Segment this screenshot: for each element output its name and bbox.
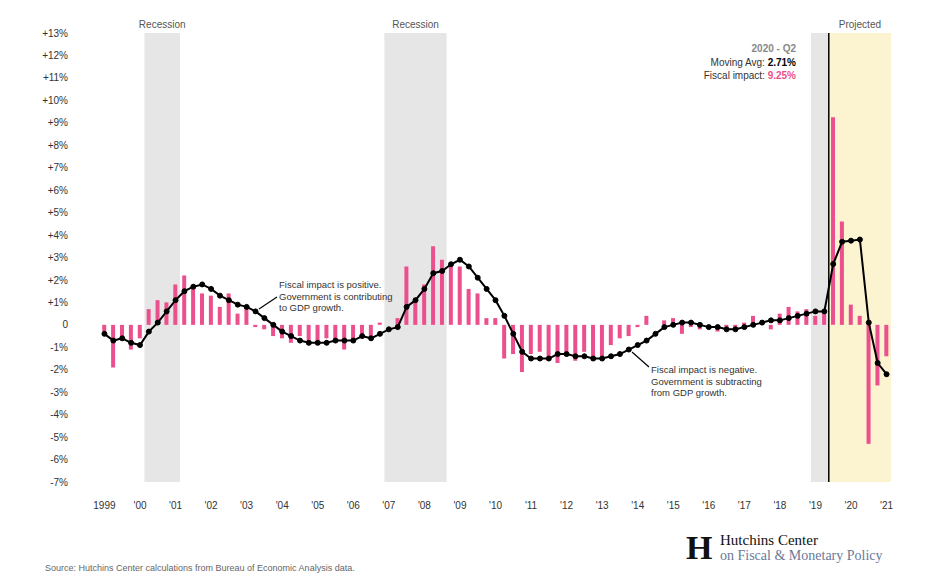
svg-text:'21: '21 xyxy=(880,500,893,511)
svg-text:'20: '20 xyxy=(844,500,857,511)
svg-text:'08: '08 xyxy=(418,500,431,511)
html-text:Fiscal impact: 9.25%: Fiscal impact: 9.25% xyxy=(703,70,796,81)
svg-text:-7%: -7% xyxy=(50,477,68,488)
html-text:from GDP growth.: from GDP growth. xyxy=(651,387,727,398)
svg-text:+8%: +8% xyxy=(48,140,68,151)
svg-text:-3%: -3% xyxy=(50,387,68,398)
svg-text:'12: '12 xyxy=(560,500,573,511)
svg-text:'06: '06 xyxy=(347,500,360,511)
svg-text:Projected: Projected xyxy=(839,19,881,30)
svg-text:+4%: +4% xyxy=(48,230,68,241)
html-text:Hutchins Center: Hutchins Center xyxy=(720,532,818,548)
svg-text:'14: '14 xyxy=(631,500,644,511)
svg-text:'19: '19 xyxy=(809,500,822,511)
svg-text:+2%: +2% xyxy=(48,275,68,286)
html-text:H: H xyxy=(686,529,713,566)
svg-text:+12%: +12% xyxy=(42,50,68,61)
html-text:Fiscal impact is negative.: Fiscal impact is negative. xyxy=(651,364,758,375)
svg-text:'05: '05 xyxy=(311,500,324,511)
svg-text:+7%: +7% xyxy=(48,162,68,173)
svg-text:'16: '16 xyxy=(702,500,715,511)
svg-text:'11: '11 xyxy=(525,500,538,511)
svg-text:'04: '04 xyxy=(276,500,289,511)
svg-text:-5%: -5% xyxy=(50,432,68,443)
svg-text:'02: '02 xyxy=(205,500,218,511)
html-text:Source: Hutchins Center calcul: Source: Hutchins Center calculations fro… xyxy=(45,563,355,573)
svg-text:-4%: -4% xyxy=(50,409,68,420)
html-text:to GDP growth.: to GDP growth. xyxy=(279,302,344,313)
svg-text:0: 0 xyxy=(62,319,68,330)
svg-text:'03: '03 xyxy=(240,500,253,511)
svg-text:-2%: -2% xyxy=(50,364,68,375)
svg-text:'17: '17 xyxy=(738,500,751,511)
html-text:Moving Avg: 2.71%: Moving Avg: 2.71% xyxy=(710,56,796,68)
svg-text:+5%: +5% xyxy=(48,207,68,218)
svg-text:'07: '07 xyxy=(382,500,395,511)
svg-text:+1%: +1% xyxy=(48,297,68,308)
svg-text:'00: '00 xyxy=(133,500,146,511)
svg-text:'10: '10 xyxy=(489,500,502,511)
svg-text:Recession: Recession xyxy=(139,19,186,30)
svg-text:+3%: +3% xyxy=(48,252,68,263)
svg-text:'01: '01 xyxy=(169,500,182,511)
svg-text:'13: '13 xyxy=(596,500,609,511)
svg-text:+6%: +6% xyxy=(48,185,68,196)
svg-text:'18: '18 xyxy=(773,500,786,511)
svg-text:+10%: +10% xyxy=(42,95,68,106)
svg-text:+9%: +9% xyxy=(48,117,68,128)
html-text:Government is subtracting: Government is subtracting xyxy=(651,375,762,387)
html-text:Fiscal impact is positive.: Fiscal impact is positive. xyxy=(279,279,382,290)
svg-text:+11%: +11% xyxy=(43,72,68,83)
svg-text:1999: 1999 xyxy=(93,500,116,511)
svg-text:+13%: +13% xyxy=(42,28,68,39)
svg-text:-6%: -6% xyxy=(50,454,68,465)
svg-text:'15: '15 xyxy=(667,500,680,511)
html-text:on Fiscal & Monetary Policy: on Fiscal & Monetary Policy xyxy=(720,548,883,563)
html-text:2020 - Q2: 2020 - Q2 xyxy=(751,43,796,54)
svg-text:Recession: Recession xyxy=(392,19,439,30)
html-text:Government is contributing: Government is contributing xyxy=(279,290,393,302)
svg-text:-1%: -1% xyxy=(50,342,68,353)
svg-text:'09: '09 xyxy=(453,500,466,511)
